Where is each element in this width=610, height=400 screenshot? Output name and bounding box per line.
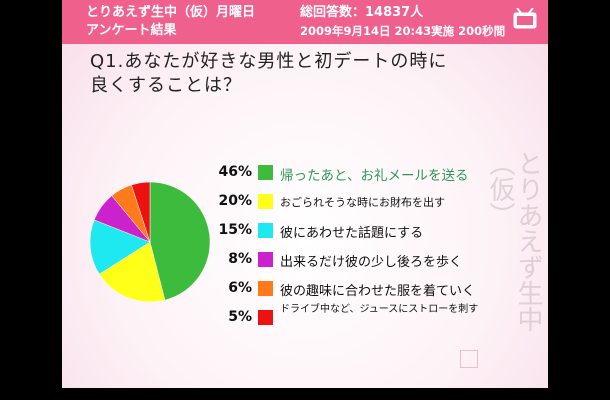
legend-percent: 20% [218,193,252,209]
legend-percent: 15% [218,222,252,238]
legend-label: おごられそうな時にお財布を出す [280,196,445,209]
legend-swatch [258,165,273,180]
legend-row: 6% 彼の趣味に合わせた服を着ていく [212,278,512,300]
pie-slice-2 [98,241,166,303]
response-count: 総回答数：14837人 [300,5,424,20]
tv-icon [513,8,537,29]
seal-stamp [460,350,478,368]
legend-row: 5% ドライブ中など、ジュースにストローを刺す [212,304,512,329]
legend-label: ドライブ中など、ジュースにストローを刺す [280,304,479,315]
show-title: とりあえず生中（仮）月曜日 [86,5,256,20]
pie-slice-1 [149,181,211,301]
legend-row: 15% 彼にあわせた話題にする [212,220,512,242]
legend-swatch [258,252,273,267]
legend-percent: 6% [228,280,252,296]
legend-label: 彼の趣味に合わせた服を着ていく [280,284,476,299]
legend-swatch [258,194,273,209]
legend-row: 8% 出来るだけ彼の少し後ろを歩く [212,249,512,271]
legend-percent: 8% [228,251,252,267]
header-bar: とりあえず生中（仮）月曜日 アンケート結果 総回答数：14837人 2009年9… [62,0,548,44]
legend-label: 帰ったあと、お礼メールを送る [280,168,469,184]
survey-title: アンケート結果 [86,23,177,38]
legend-label: 彼にあわせた話題にする [280,226,424,241]
legend-swatch [258,281,273,296]
question-line-1: Q1.あなたが好きな男性と初デートの時に [90,51,448,72]
survey-panel: とりあえず生中（仮）月曜日 アンケート結果 総回答数：14837人 2009年9… [62,0,548,388]
survey-datetime: 2009年9月14日 20:43実施 200秒間 [300,24,506,38]
pie-slice-6 [131,181,151,243]
pie-chart [89,181,211,303]
legend-row: 20% おごられそうな時にお財布を出す [212,191,512,213]
legend-label: 出来るだけ彼の少し後ろを歩く [280,255,463,270]
show-logo-watermark: とりあえず生中（仮） [485,150,543,332]
legend-percent: 46% [218,164,252,180]
legend-swatch [258,310,273,325]
legend-row: 46% 帰ったあと、お礼メールを送る [212,162,512,184]
pie-slice-3 [89,219,151,275]
legend-percent: 5% [228,309,252,325]
question-text: Q1.あなたが好きな男性と初デートの時に 良くすることは？ [90,50,530,98]
legend-swatch [258,223,273,238]
question-line-2: 良くすることは？ [90,75,242,96]
